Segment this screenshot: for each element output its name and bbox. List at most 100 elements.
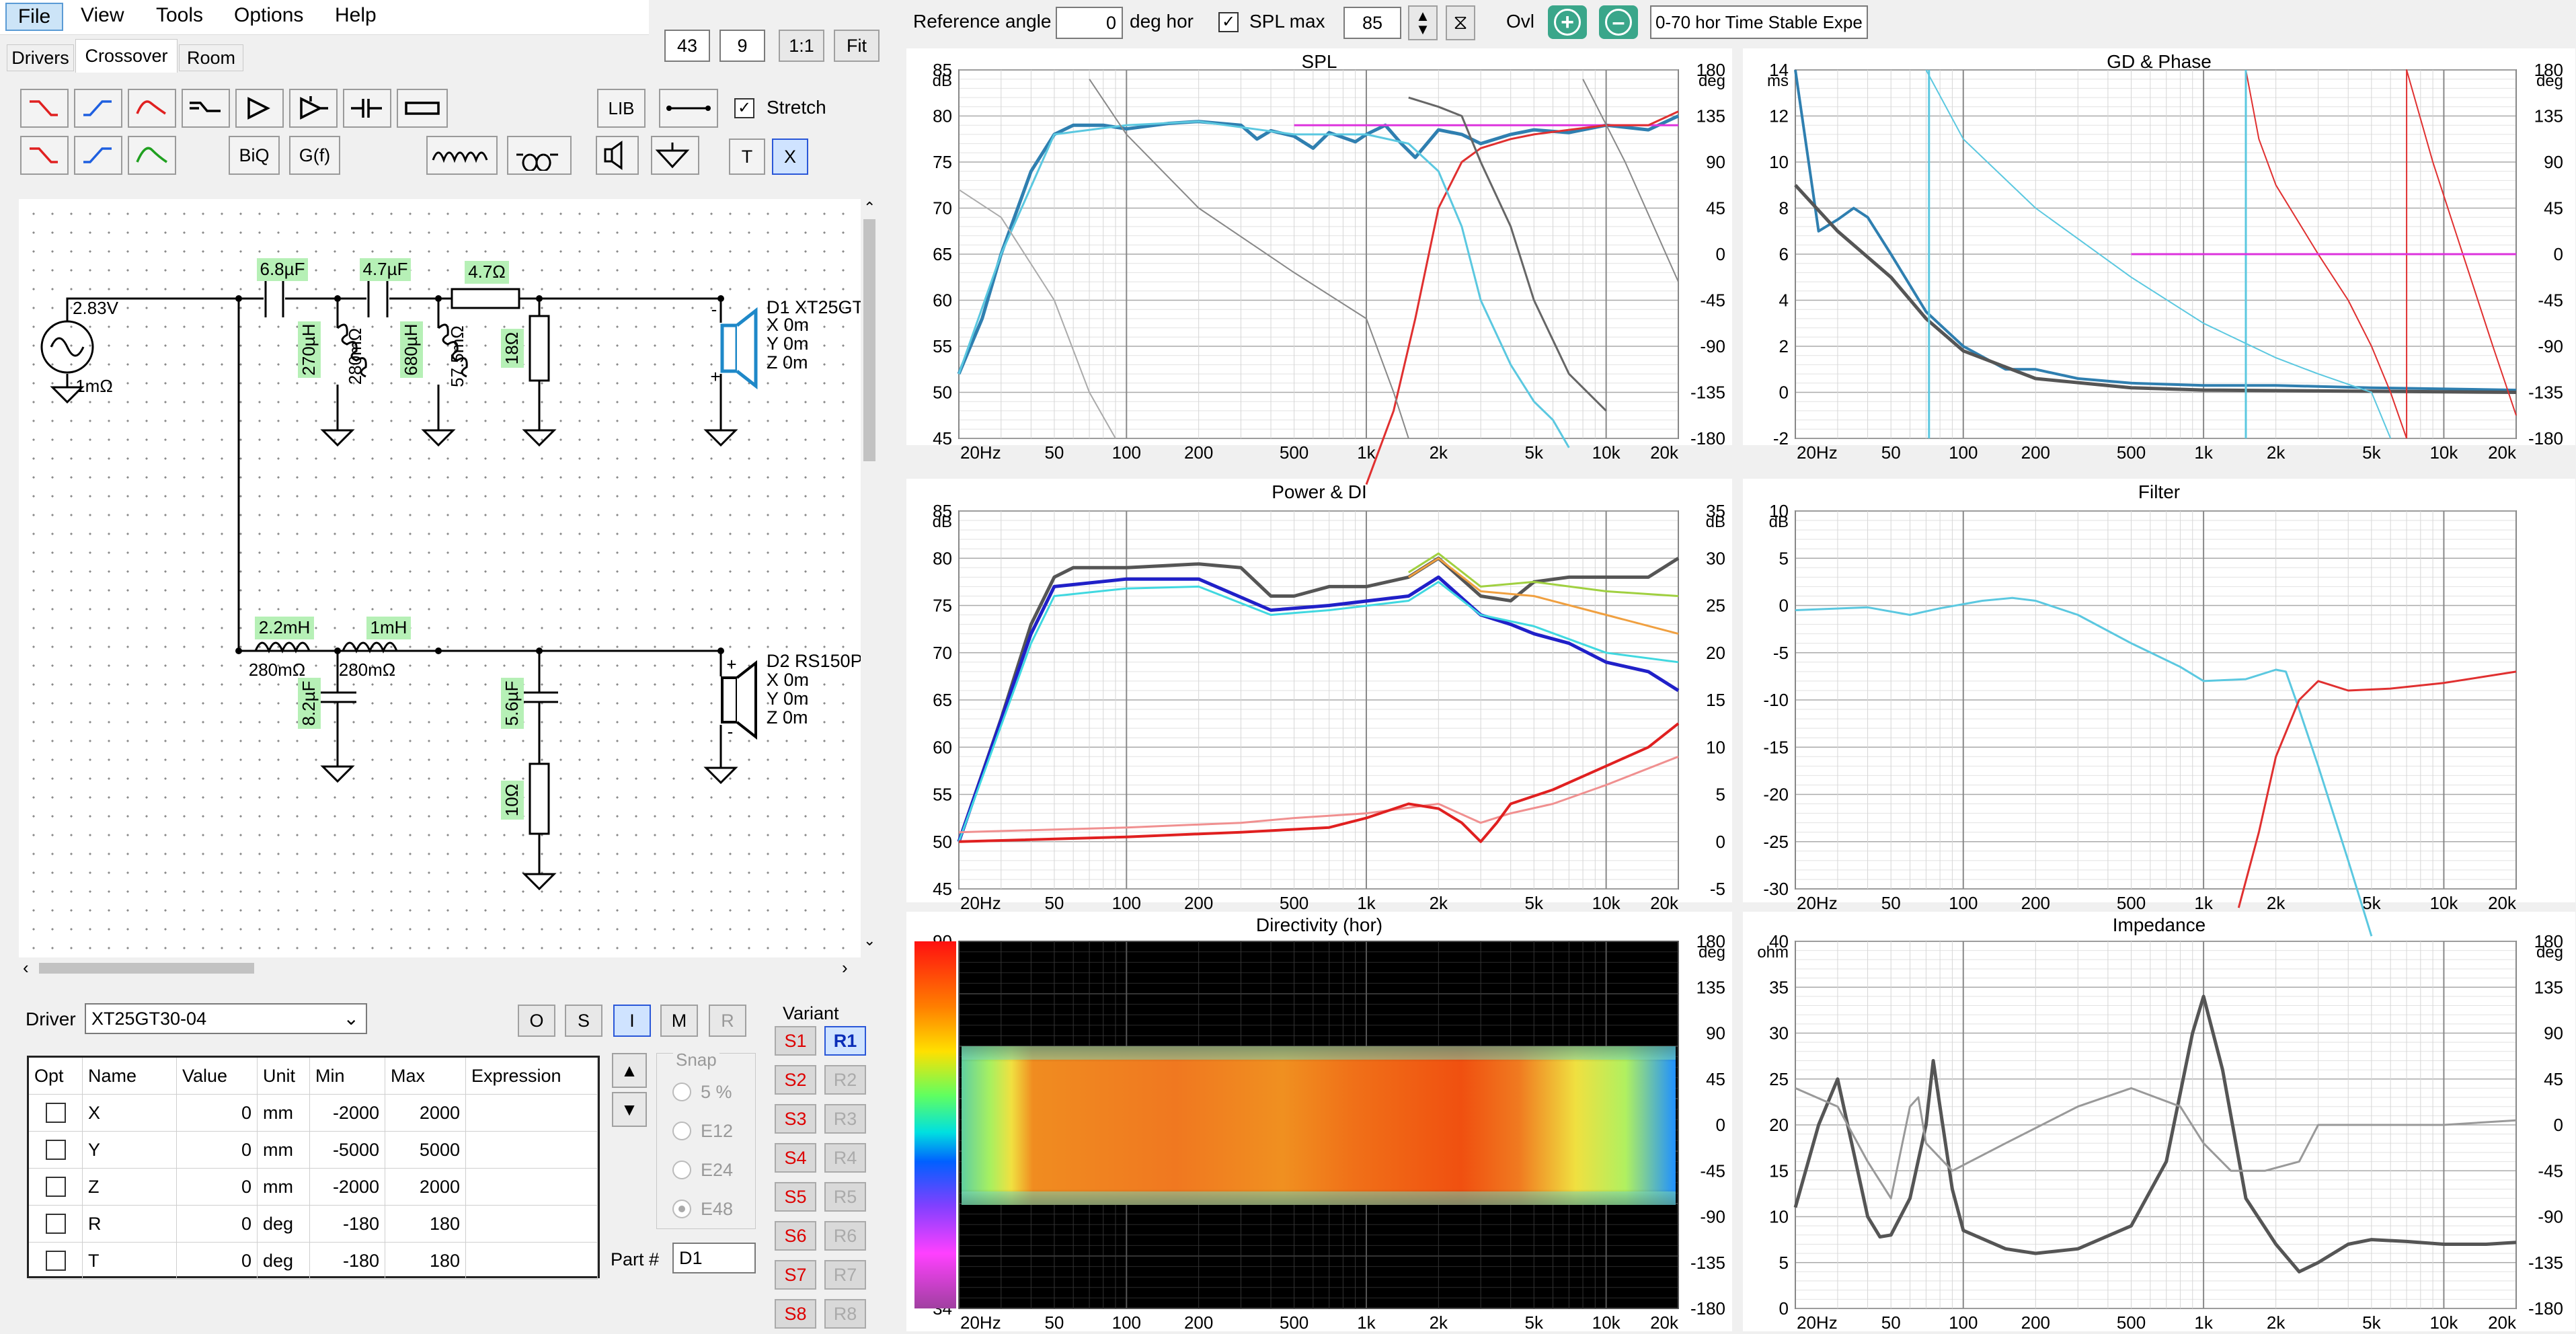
toolbar-amplifier-button[interactable] — [235, 89, 284, 128]
variant-s4[interactable]: S4 — [775, 1143, 816, 1173]
driver-o-button[interactable]: O — [518, 1005, 555, 1037]
toolbar-speaker-button[interactable] — [596, 136, 639, 175]
param-value[interactable]: 0 — [177, 1206, 258, 1242]
param-value[interactable]: 0 — [177, 1095, 258, 1131]
scroll-thumb[interactable] — [863, 219, 875, 461]
variant-r1[interactable]: R1 — [824, 1026, 866, 1056]
param-max[interactable]: 180 — [385, 1206, 466, 1242]
column-header[interactable]: Value — [177, 1058, 258, 1094]
snap-option[interactable]: E48 — [672, 1195, 733, 1222]
fit-button[interactable]: Fit — [834, 30, 880, 62]
menu-file[interactable]: File — [5, 3, 63, 31]
toolbar-resistor-button[interactable] — [397, 89, 448, 128]
tweeter-driver-icon[interactable] — [720, 307, 758, 390]
scroll-right-icon[interactable]: › — [842, 957, 848, 978]
variant-s7[interactable]: S7 — [775, 1260, 816, 1290]
column-header[interactable]: Min — [310, 1058, 385, 1094]
toolbar-highpass-blue-button[interactable] — [74, 89, 122, 128]
spl-max-range-button[interactable]: ⧖ — [1446, 5, 1475, 40]
biquad-button[interactable]: BiQ — [229, 136, 280, 175]
inductor-l2-label[interactable]: 680µH — [400, 321, 423, 378]
param-expression[interactable] — [466, 1095, 598, 1131]
param-max[interactable]: 5000 — [385, 1132, 466, 1168]
resistor-r3[interactable] — [529, 762, 550, 835]
resistor-shunt[interactable] — [529, 315, 550, 382]
toolbar-bandpass-green-button[interactable] — [128, 136, 176, 175]
tab-crossover[interactable]: Crossover — [75, 39, 178, 73]
param-value[interactable]: 0 — [177, 1243, 258, 1279]
capacitor-c3[interactable]: 8.2µF — [298, 678, 321, 729]
measurement-name-field[interactable]: 0-70 hor Time Stable Expe — [1650, 5, 1868, 39]
capacitor-c1[interactable]: 6.8µF — [257, 258, 308, 281]
toolbar-transformer-button[interactable] — [507, 136, 572, 175]
toolbar-capacitor-button[interactable] — [343, 89, 391, 128]
woofer-driver-icon[interactable] — [721, 660, 757, 740]
driver-s-button[interactable]: S — [565, 1005, 602, 1037]
inductor-l3-label[interactable]: 2.2mH — [255, 617, 314, 639]
variant-s8[interactable]: S8 — [775, 1299, 816, 1329]
toolbar-ground-button[interactable] — [651, 136, 699, 175]
variant-r6[interactable]: R6 — [824, 1221, 866, 1251]
optimize-checkbox[interactable] — [45, 1214, 66, 1234]
param-max[interactable]: 2000 — [385, 1095, 466, 1131]
snap-option[interactable]: E24 — [672, 1156, 733, 1183]
resistor-r3-label[interactable]: 10Ω — [501, 781, 524, 820]
variant-s3[interactable]: S3 — [775, 1104, 816, 1134]
param-value[interactable]: 0 — [177, 1132, 258, 1168]
driver-m-button[interactable]: M — [660, 1005, 698, 1037]
variant-r3[interactable]: R3 — [824, 1104, 866, 1134]
param-value[interactable]: 0 — [177, 1169, 258, 1205]
schematic-horizontal-scrollbar[interactable]: ‹ › — [19, 957, 861, 978]
variant-r2[interactable]: R2 — [824, 1065, 866, 1095]
tab-drivers[interactable]: Drivers — [7, 44, 74, 71]
toolbar-inductor-button[interactable] — [426, 136, 498, 175]
move-up-button[interactable]: ▲ — [612, 1053, 647, 1088]
variant-s2[interactable]: S2 — [775, 1065, 816, 1095]
menu-tools[interactable]: Tools — [156, 4, 204, 26]
resistor-r1[interactable] — [451, 288, 520, 309]
toolbar-shelf-button[interactable] — [182, 89, 230, 128]
optimize-checkbox[interactable] — [45, 1177, 66, 1197]
ovl-add-button[interactable]: + — [1548, 5, 1587, 39]
variant-r8[interactable]: R8 — [824, 1299, 866, 1329]
schematic-vertical-scrollbar[interactable]: ⌃ ⌄ — [861, 199, 878, 957]
param-min[interactable]: -180 — [310, 1243, 385, 1279]
spl-max-up-down-button[interactable]: ▲ ▼ — [1408, 5, 1438, 40]
move-down-button[interactable]: ▼ — [612, 1092, 647, 1127]
resistor-shunt-label[interactable]: 18Ω — [501, 329, 524, 368]
scroll-down-icon[interactable]: ⌄ — [863, 932, 876, 949]
param-expression[interactable] — [466, 1169, 598, 1205]
text-tool-button[interactable]: T — [729, 139, 765, 175]
one-to-one-button[interactable]: 1:1 — [779, 30, 824, 62]
ovl-remove-button[interactable]: – — [1599, 5, 1638, 39]
snap-option[interactable]: 5 % — [672, 1078, 732, 1105]
param-min[interactable]: -180 — [310, 1206, 385, 1242]
stretch-checkbox[interactable]: ✓ — [734, 98, 754, 118]
part-number-input[interactable]: D1 — [672, 1243, 756, 1273]
variant-s6[interactable]: S6 — [775, 1221, 816, 1251]
column-header[interactable]: Expression — [466, 1058, 598, 1094]
spl-max-input[interactable]: 85 — [1343, 7, 1401, 39]
toolbar-lowpass2-red-button[interactable] — [20, 136, 69, 175]
resistor-r1-label[interactable]: 4.7Ω — [465, 261, 509, 284]
param-max[interactable]: 2000 — [385, 1169, 466, 1205]
wire-button[interactable] — [659, 89, 718, 128]
toolbar-highpass2-blue-button[interactable] — [74, 136, 122, 175]
optimize-checkbox[interactable] — [45, 1251, 66, 1271]
toolbar-bandpass-red-button[interactable] — [128, 89, 176, 128]
reference-angle-input[interactable]: 0 — [1056, 7, 1123, 39]
optimize-checkbox[interactable] — [45, 1140, 66, 1160]
param-min[interactable]: -5000 — [310, 1132, 385, 1168]
toolbar-lowpass-red-button[interactable] — [20, 89, 69, 128]
param-min[interactable]: -2000 — [310, 1169, 385, 1205]
capacitor-c4[interactable]: 5.6µF — [501, 678, 524, 729]
inductor-l4-label[interactable]: 1mH — [366, 617, 411, 639]
capacitor-c2[interactable]: 4.7µF — [360, 258, 411, 281]
menu-view[interactable]: View — [81, 4, 124, 26]
column-header[interactable]: Unit — [258, 1058, 310, 1094]
tab-room[interactable]: Room — [179, 44, 243, 71]
variant-r5[interactable]: R5 — [824, 1182, 866, 1212]
driver-select[interactable]: XT25GT30-04 ⌄ — [85, 1003, 367, 1034]
param-expression[interactable] — [466, 1206, 598, 1242]
gf-button[interactable]: G(f) — [289, 136, 340, 175]
